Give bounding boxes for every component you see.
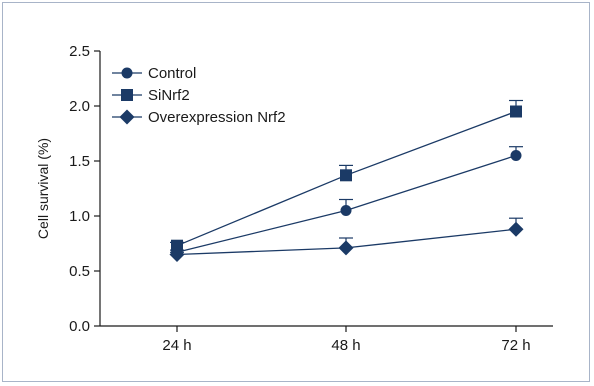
y-tick-label: 1.5 [69,153,90,170]
legend-marker [119,109,135,125]
legend: Control SiNrf2 Overexpression Nrf2 [112,65,286,126]
data-point [510,105,522,118]
data-point [171,239,183,252]
x-tick-label: 48 h [331,337,360,354]
x-tick-label: 24 h [162,337,191,354]
legend-label: Control [148,65,196,82]
x-tick-label: 72 h [501,337,530,354]
axes [99,51,553,327]
series-layer [169,99,524,262]
data-point [508,221,524,237]
series-overexpression-nrf2 [169,217,524,262]
y-axis-ticks: 0.0 0.5 1.0 1.5 2.0 2.5 [69,43,100,335]
legend-item: SiNrf2 [112,87,190,104]
y-tick-label: 0.5 [69,263,90,280]
y-tick-label: 0.0 [69,318,90,335]
data-point [340,205,352,216]
legend-item: Control [112,65,196,82]
legend-marker [121,67,133,79]
y-axis-title: Cell survival (%) [35,138,51,239]
y-tick-label: 2.0 [69,98,90,115]
series-sinrf2 [170,99,523,252]
y-tick-label: 1.0 [69,208,90,225]
legend-label: Overexpression Nrf2 [148,109,286,126]
y-tick-label: 2.5 [69,43,90,60]
x-axis-ticks: 24 h 48 h 72 h [162,326,531,354]
data-point [340,169,352,182]
data-point [169,247,185,262]
legend-label: SiNrf2 [148,87,190,104]
data-point [338,240,354,256]
legend-marker [121,89,133,101]
data-point [510,150,522,161]
legend-item: Overexpression Nrf2 [112,109,286,126]
